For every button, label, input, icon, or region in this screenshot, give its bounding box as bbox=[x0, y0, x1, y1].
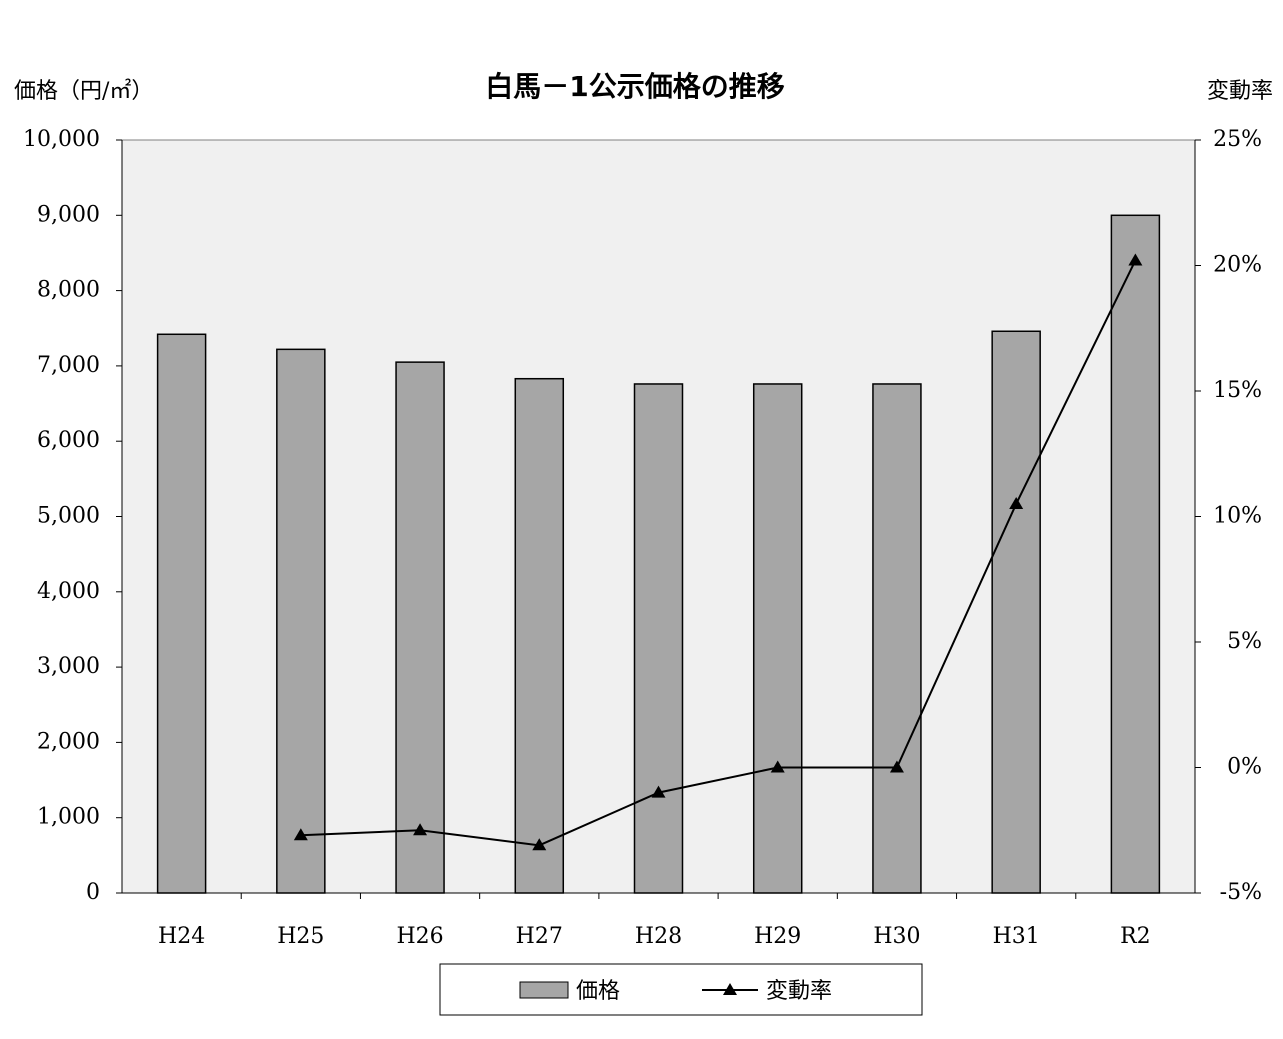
legend-label: 価格 bbox=[576, 979, 620, 1004]
y-tick-label: 10,000 bbox=[23, 127, 100, 152]
bar bbox=[752, 383, 803, 894]
bar bbox=[276, 348, 326, 894]
line-marker bbox=[770, 760, 785, 773]
x-tick-label: H30 bbox=[873, 924, 920, 949]
x-tick-label: H29 bbox=[754, 924, 801, 949]
bar bbox=[156, 333, 207, 894]
line-marker bbox=[651, 785, 666, 798]
x-tick-label: R2 bbox=[1120, 924, 1151, 949]
y-tick-label: 3,000 bbox=[37, 654, 100, 679]
y2-tick-label: 0% bbox=[1227, 755, 1262, 780]
y-tick-label: 7,000 bbox=[37, 353, 100, 378]
chart-title: 白馬－1公示価格の推移 bbox=[485, 70, 784, 103]
y-axis-label: 価格（円/㎡） bbox=[14, 78, 153, 104]
x-tick-label: H26 bbox=[396, 924, 443, 949]
y-tick-label: 6,000 bbox=[37, 428, 100, 453]
bar bbox=[395, 361, 445, 894]
line-marker bbox=[889, 760, 904, 773]
x-tick-label: H31 bbox=[993, 924, 1040, 949]
line-marker bbox=[1009, 496, 1024, 509]
y-tick-label: 2,000 bbox=[37, 729, 100, 754]
line bbox=[300, 260, 1137, 847]
x-tick-label: H27 bbox=[516, 924, 563, 949]
legend bbox=[439, 963, 923, 1016]
y2-axis-label: 変動率 bbox=[1207, 79, 1273, 104]
y-tick-label: 5,000 bbox=[37, 504, 100, 529]
line-marker bbox=[1128, 253, 1143, 266]
y2-tick-label: -5% bbox=[1220, 880, 1262, 905]
y2-tick-label: 25% bbox=[1213, 127, 1262, 152]
x-tick-label: H24 bbox=[158, 924, 205, 949]
bar bbox=[633, 383, 684, 894]
legend-label: 変動率 bbox=[766, 979, 832, 1004]
bar bbox=[1110, 214, 1161, 894]
bar bbox=[872, 383, 922, 894]
y2-tick-label: 20% bbox=[1213, 253, 1262, 278]
line-marker bbox=[532, 838, 547, 851]
legend-marker bbox=[723, 983, 737, 995]
line-marker bbox=[413, 823, 428, 836]
y-tick-label: 9,000 bbox=[37, 202, 100, 227]
y-tick-label: 0 bbox=[86, 880, 100, 905]
y-tick-label: 8,000 bbox=[37, 278, 100, 303]
x-tick-label: H28 bbox=[635, 924, 682, 949]
x-tick-label: H25 bbox=[277, 924, 324, 949]
bar bbox=[991, 330, 1041, 894]
legend-swatch bbox=[519, 981, 569, 999]
y-tick-label: 1,000 bbox=[37, 805, 100, 830]
y-tick-label: 4,000 bbox=[37, 579, 100, 604]
y2-tick-label: 15% bbox=[1213, 378, 1262, 403]
line-marker bbox=[293, 828, 308, 841]
y2-tick-label: 5% bbox=[1227, 629, 1262, 654]
bar bbox=[514, 377, 565, 894]
y2-tick-label: 10% bbox=[1213, 504, 1262, 529]
